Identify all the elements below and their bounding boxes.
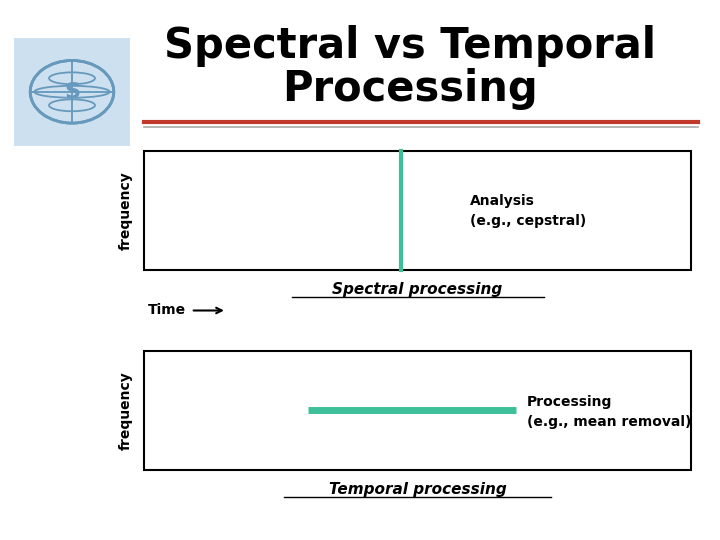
Text: Processing: Processing [527,395,612,409]
FancyBboxPatch shape [144,151,691,270]
Text: S: S [64,82,80,102]
Text: Processing: Processing [282,68,539,110]
Text: Analysis: Analysis [469,194,534,208]
Text: frequency: frequency [119,371,133,450]
Text: frequency: frequency [119,171,133,250]
Text: (e.g., cepstral): (e.g., cepstral) [469,214,586,228]
Text: Temporal processing: Temporal processing [329,482,506,497]
Circle shape [30,60,114,123]
Text: Time: Time [148,303,186,318]
FancyBboxPatch shape [144,351,691,470]
Text: (e.g., mean removal): (e.g., mean removal) [527,415,691,429]
Text: Spectral vs Temporal: Spectral vs Temporal [164,25,657,67]
Text: Spectral processing: Spectral processing [333,282,503,297]
FancyBboxPatch shape [14,38,130,146]
